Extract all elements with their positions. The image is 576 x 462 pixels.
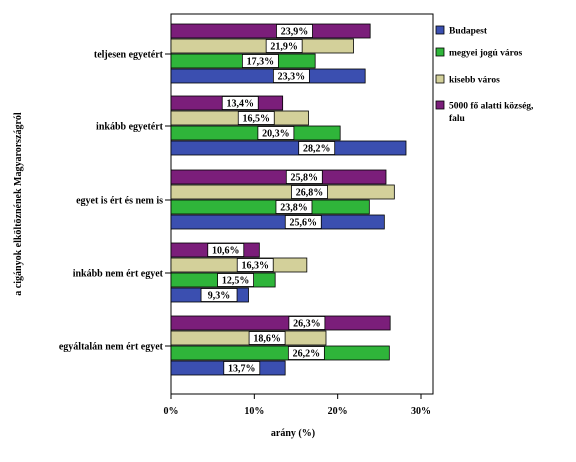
- bar: [170, 68, 366, 84]
- legend: Budapest megyei jogú város kisebb város 500…: [435, 25, 534, 124]
- data-label-box: [284, 215, 322, 229]
- data-label-box: [217, 273, 254, 287]
- data-label-box: [257, 126, 295, 140]
- data-label: 21,9%: [270, 42, 298, 53]
- data-label-box: [200, 288, 238, 302]
- bar: [170, 330, 327, 346]
- data-label: 16,3%: [241, 261, 269, 272]
- bar: [170, 125, 341, 141]
- x-axis-title: arány (%): [271, 428, 315, 439]
- data-label-box: [291, 185, 328, 199]
- data-label: 25,6%: [290, 218, 318, 229]
- data-label: 26,3%: [293, 319, 321, 330]
- data-label-box: [248, 331, 286, 345]
- data-label-box: [221, 96, 259, 110]
- x-tick-label: 0%: [164, 406, 179, 417]
- bar: [170, 199, 370, 215]
- data-label: 13,4%: [226, 99, 254, 110]
- legend-label: megyei jogú város: [449, 49, 522, 59]
- category-label: egyet is ért és nem is: [76, 196, 163, 207]
- data-label: 23,8%: [280, 203, 308, 214]
- data-label-box: [276, 24, 313, 38]
- data-label: 18,6%: [253, 334, 281, 345]
- x-tick-label: 30%: [411, 406, 431, 417]
- data-label-box: [287, 346, 325, 360]
- data-label: 26,2%: [293, 349, 321, 360]
- data-label-box: [285, 170, 323, 184]
- x-tick-label: 10%: [244, 406, 264, 417]
- data-label: 10,6%: [212, 246, 240, 257]
- data-label-box: [275, 200, 313, 214]
- data-label-box: [288, 316, 326, 330]
- legend-label-cont: falu: [449, 114, 466, 124]
- legend-label: 5000 fő alatti község,: [449, 102, 534, 112]
- category-label: egyáltalán nem ért egyet: [59, 342, 164, 353]
- bar: [170, 23, 371, 39]
- data-label: 13,7%: [228, 364, 256, 375]
- legend-swatch: [435, 100, 445, 110]
- legend-label: kisebb város: [449, 76, 500, 86]
- data-label-box: [272, 69, 310, 83]
- data-label: 23,9%: [281, 27, 309, 38]
- y-axis-title: a cigányok elköltöznének Magyarországról: [13, 112, 24, 296]
- bar: [170, 169, 387, 185]
- data-label: 25,8%: [291, 173, 319, 184]
- x-ticks-layer: 0% 10% 20% 30%: [164, 394, 431, 417]
- bar: [170, 38, 354, 54]
- data-label-box: [207, 243, 245, 257]
- data-label-box: [237, 111, 275, 125]
- data-label: 9,3%: [208, 291, 231, 302]
- bar: [170, 345, 390, 361]
- category-label: inkább egyetért: [96, 122, 164, 133]
- category-label: teljesen egyetért: [94, 50, 164, 61]
- data-label: 20,3%: [262, 129, 290, 140]
- data-label-box: [223, 361, 261, 375]
- category-labels-layer: teljesen egyetért inkább egyetért egyet is…: [59, 50, 171, 353]
- data-labels-layer: 23,9% 21,9% 17,3%23,3% 13,4% 16,5% 20,3% 28,2%…: [200, 24, 336, 375]
- data-label-box: [236, 258, 274, 272]
- legend-swatch: [435, 47, 445, 57]
- data-label-box: [298, 141, 336, 155]
- legend-swatch: [435, 25, 445, 35]
- data-label-box: [241, 54, 279, 68]
- data-label: 12,5%: [222, 276, 250, 287]
- legend-label: Budapest: [449, 27, 488, 37]
- bar: [170, 140, 407, 156]
- data-label: 16,5%: [243, 114, 271, 125]
- x-tick-label: 20%: [328, 406, 348, 417]
- bar: [170, 184, 395, 200]
- data-label: 17,3%: [247, 57, 275, 68]
- data-label: 28,2%: [303, 144, 331, 155]
- category-label: inkább nem ért egyet: [73, 269, 164, 280]
- data-label-box: [265, 39, 303, 53]
- data-label: 23,3%: [278, 72, 306, 83]
- bar: [170, 315, 391, 331]
- legend-swatch: [435, 74, 445, 84]
- bar: [170, 214, 385, 230]
- data-label: 26,8%: [296, 188, 324, 199]
